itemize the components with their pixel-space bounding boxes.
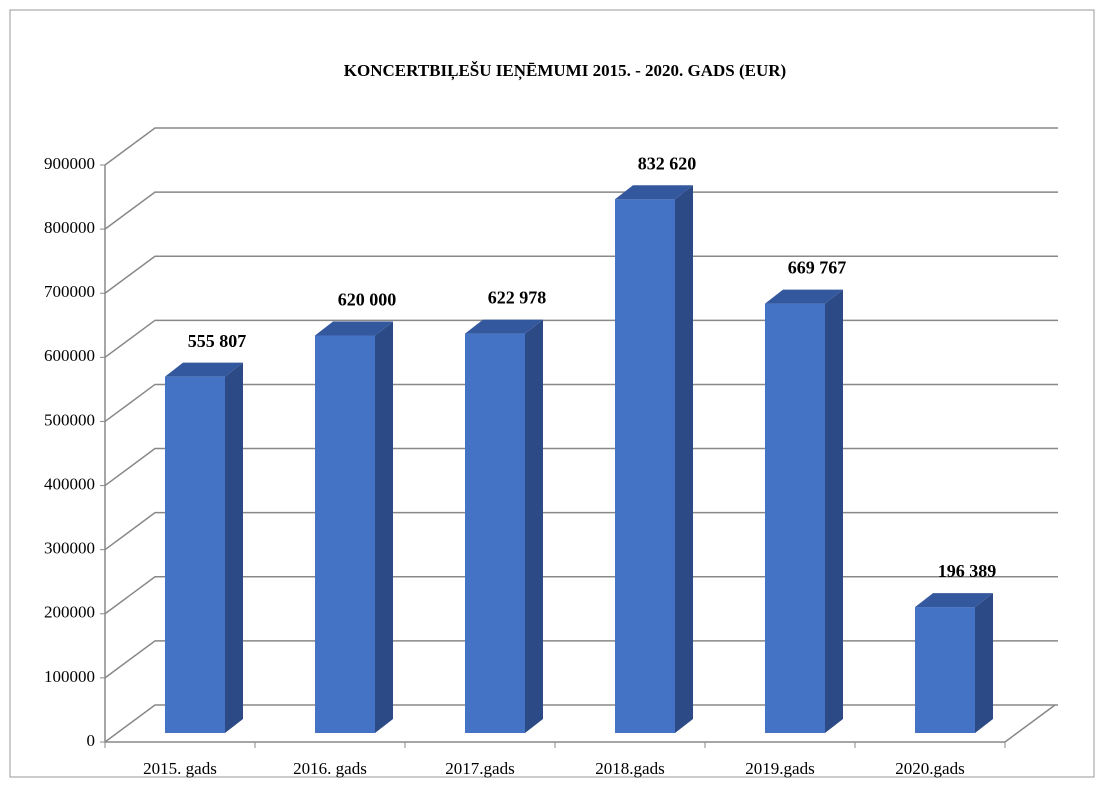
bar-side: [225, 362, 243, 733]
bar: [315, 335, 375, 733]
grid-line: [104, 319, 1058, 358]
y-tick-label: 400000: [44, 474, 95, 493]
y-tick-label: 300000: [44, 539, 95, 558]
y-tick-label: 800000: [44, 218, 95, 237]
y-tick-label: 900000: [44, 154, 95, 173]
chart-title: KONCERTBIĻEŠU IEŅĒMUMI 2015. - 2020. GAD…: [344, 61, 786, 81]
grid-line: [104, 511, 1058, 551]
y-tick-label: 100000: [44, 667, 95, 686]
y-tick-label: 0: [87, 731, 96, 750]
bar-top: [915, 593, 993, 608]
data-label: 196 389: [938, 561, 997, 581]
bar-side: [675, 185, 693, 733]
y-tick-label: 700000: [44, 282, 95, 301]
y-tick-label: 500000: [44, 410, 95, 429]
bar-side: [825, 289, 843, 733]
grid-line: [104, 576, 1058, 615]
data-label: 620 000: [338, 290, 397, 310]
grid-line: [104, 191, 1058, 230]
x-tick-label: 2015. gads: [143, 759, 217, 778]
bar: [765, 303, 825, 733]
bar: [465, 333, 525, 733]
bar-top: [315, 321, 393, 336]
grid-line: [104, 127, 1058, 166]
grid-line: [104, 255, 1058, 294]
bar-side: [375, 321, 393, 733]
data-label: 669 767: [788, 258, 847, 278]
bar-top: [765, 289, 843, 304]
data-label: 555 807: [188, 331, 247, 351]
bar: [615, 199, 675, 733]
floor-right: [1004, 704, 1056, 743]
x-tick-label: 2019.gads: [745, 759, 814, 778]
bar: [165, 376, 225, 733]
x-tick-label: 2020.gads: [895, 759, 964, 778]
x-tick-label: 2018.gads: [595, 759, 664, 778]
data-label: 832 620: [638, 153, 697, 173]
bar: [915, 607, 975, 733]
grid-line: [104, 640, 1058, 679]
x-tick-label: 2017.gads: [445, 759, 514, 778]
bar-side: [975, 593, 993, 733]
data-label: 622 978: [488, 288, 547, 308]
y-tick-label: 600000: [44, 346, 95, 365]
bar-top: [615, 185, 693, 200]
grid-line: [104, 447, 1058, 487]
grid-line: [104, 383, 1058, 423]
grid-line: [104, 704, 1058, 743]
bar-side: [525, 319, 543, 733]
bar-top: [465, 319, 543, 334]
y-tick-label: 200000: [44, 603, 95, 622]
x-tick-label: 2016. gads: [293, 759, 367, 778]
bar-top: [165, 362, 243, 377]
